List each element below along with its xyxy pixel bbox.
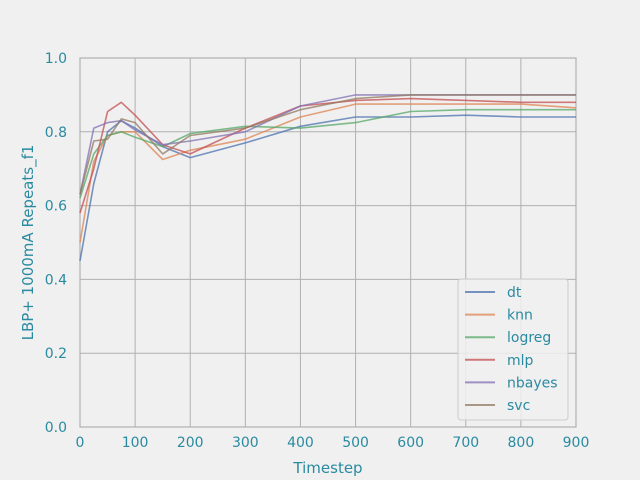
x-tick-label: 900 — [563, 435, 590, 451]
x-tick-labels: 0 100 200 300 400 500 600 700 800 900 — [76, 435, 590, 451]
series-line-dt — [79, 114, 576, 262]
x-tick-label: 800 — [508, 435, 535, 451]
series-lines — [79, 94, 577, 262]
y-tick-label: 0.0 — [45, 420, 67, 436]
x-tick-label: 500 — [342, 435, 369, 451]
x-tick-label: 100 — [122, 435, 149, 451]
y-axis-title: LBP+ 1000mA Repeats_f1 — [19, 145, 38, 341]
legend-label-mlp: mlp — [507, 353, 534, 369]
legend-label-nbayes: nbayes — [507, 375, 558, 391]
x-axis-title: Timestep — [292, 459, 362, 477]
x-tick-label: 400 — [287, 435, 314, 451]
x-tick-label: 700 — [452, 435, 479, 451]
y-tick-label: 0.4 — [45, 272, 67, 288]
y-tick-label: 0.6 — [45, 199, 67, 215]
y-tick-label: 0.8 — [45, 125, 67, 141]
y-tick-label: 1.0 — [45, 51, 67, 67]
x-tick-label: 300 — [232, 435, 259, 451]
x-tick-label: 600 — [397, 435, 424, 451]
x-tick-label: 200 — [177, 435, 204, 451]
legend-label-svc: svc — [507, 398, 530, 414]
legend-label-knn: knn — [507, 308, 533, 324]
y-tick-labels: 0.0 0.2 0.4 0.6 0.8 1.0 — [45, 51, 67, 436]
legend-label-dt: dt — [507, 285, 522, 301]
legend-label-logreg: logreg — [507, 330, 551, 346]
legend: dt knn logreg mlp nbayes svc — [457, 278, 569, 421]
series-line-svc — [79, 94, 576, 195]
series-line-mlp — [79, 97, 576, 214]
x-tick-label: 0 — [76, 435, 85, 451]
y-tick-label: 0.2 — [45, 346, 67, 362]
